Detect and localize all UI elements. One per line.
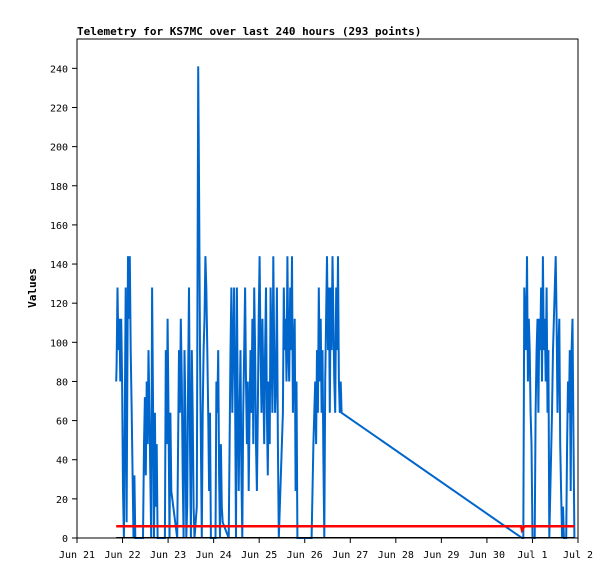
x-tick-label: Jun 27 — [332, 550, 368, 561]
y-tick-label: 220 — [50, 103, 68, 114]
plot-frame — [76, 38, 579, 539]
x-tick-label: Jul 2 — [563, 550, 593, 561]
x-tick-label: Jun 21 — [59, 550, 95, 561]
y-tick-label: 180 — [50, 182, 68, 193]
x-tick-label: Jun 23 — [150, 550, 186, 561]
x-tick-label: Jun 25 — [241, 550, 277, 561]
y-tick-label: 200 — [50, 143, 68, 154]
series-line-1 — [115, 66, 576, 539]
x-tick-label: Jun 29 — [423, 550, 459, 561]
x-tick-label: Jun 28 — [378, 550, 414, 561]
y-tick-label: 140 — [50, 260, 68, 271]
y-tick-label: 80 — [56, 377, 68, 388]
y-tick-label: 100 — [50, 338, 68, 349]
x-tick-label: Jun 30 — [469, 550, 505, 561]
x-tick-label: Jun 22 — [104, 550, 140, 561]
chart-title: Telemetry for KS7MC over last 240 hours … — [77, 25, 421, 38]
x-tick-label: Jun 26 — [287, 550, 323, 561]
x-tick-label: Jun 24 — [196, 550, 232, 561]
y-tick-label: 160 — [50, 221, 68, 232]
y-tick-label: 60 — [56, 417, 68, 428]
y-tick-label: 0 — [62, 534, 68, 545]
y-tick-label: 20 — [56, 495, 68, 506]
y-tick-label: 240 — [50, 64, 68, 75]
y-tick-label: 120 — [50, 299, 68, 310]
y-tick-label: 40 — [56, 456, 68, 467]
x-tick-label: Jul 1 — [517, 550, 547, 561]
series-line-2 — [116, 525, 575, 534]
y-axis-label: Values — [26, 268, 39, 308]
